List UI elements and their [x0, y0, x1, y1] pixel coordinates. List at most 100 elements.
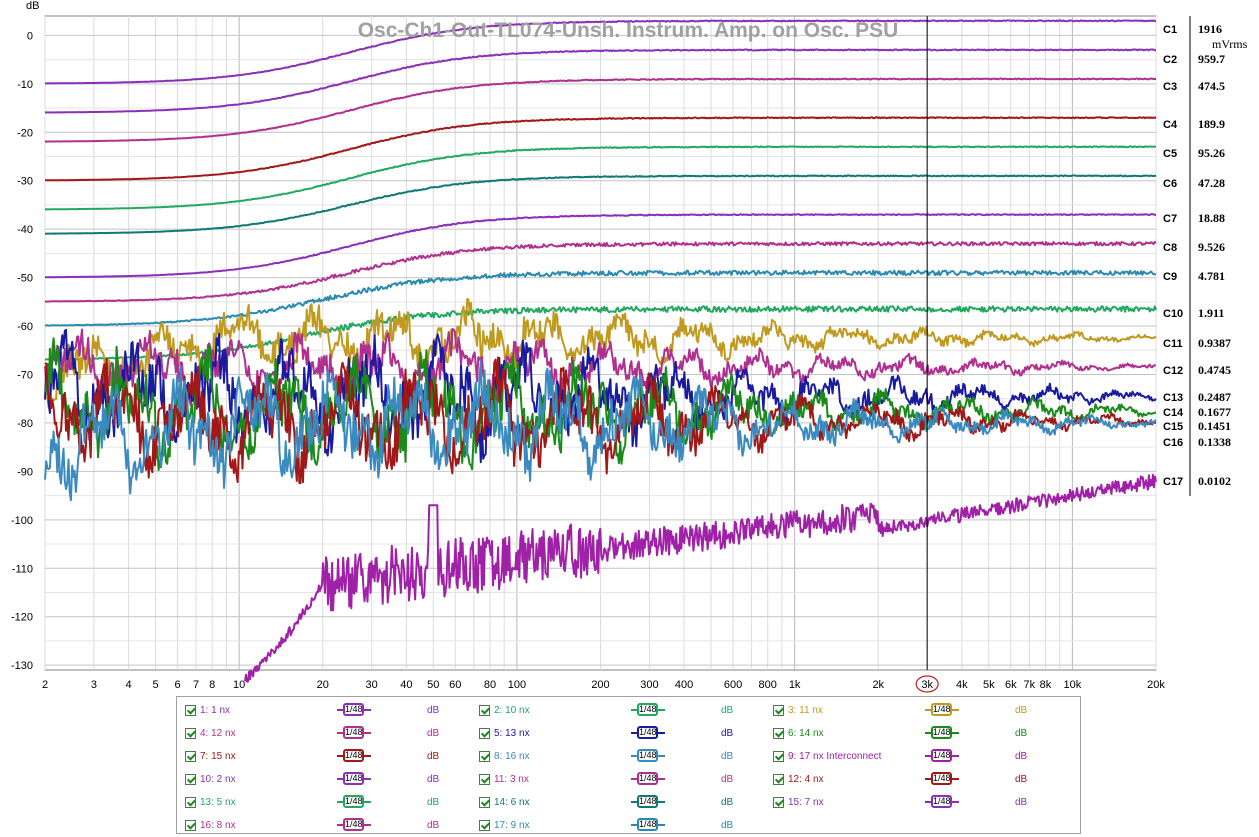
y-tick-label: -10	[17, 79, 33, 91]
legend-checkbox[interactable]	[773, 796, 784, 808]
x-tick-label: 1k	[789, 679, 801, 691]
cursor-marker[interactable]	[915, 675, 939, 693]
y-tick-label: -90	[17, 466, 33, 478]
legend-smoothing-button[interactable]: 1/48	[925, 772, 959, 786]
legend-unit: dB	[721, 705, 734, 716]
x-tick-label: 7k	[1024, 679, 1036, 691]
legend-item[interactable]: 7: 15 nx	[185, 746, 236, 766]
readout-value: 47.28	[1198, 176, 1225, 190]
legend-item[interactable]: 16: 8 nx	[185, 815, 236, 835]
legend-unit: dB	[1015, 774, 1028, 785]
legend-checkbox[interactable]	[773, 704, 784, 716]
x-tick-label: 20k	[1147, 679, 1165, 691]
legend-name: 14: 6 nx	[494, 796, 530, 808]
legend-item[interactable]: 17: 9 nx	[479, 815, 530, 835]
readout-value: 95.26	[1198, 146, 1225, 160]
legend-item[interactable]: 12: 4 nx	[773, 769, 824, 789]
series-end-label: C17	[1163, 476, 1183, 488]
legend-smoothing-button[interactable]: 1/48	[925, 795, 959, 809]
legend-checkbox[interactable]	[479, 750, 490, 762]
legend-smoothing-button[interactable]: 1/48	[337, 726, 371, 740]
legend-checkbox[interactable]	[185, 796, 196, 808]
x-tick-label: 4k	[956, 679, 968, 691]
y-tick-label: -120	[11, 612, 33, 624]
readout-value: 0.9387	[1198, 336, 1231, 350]
y-tick-label: -70	[17, 369, 33, 381]
legend-smoothing-button[interactable]: 1/48	[925, 726, 959, 740]
legend-checkbox[interactable]	[773, 750, 784, 762]
legend-item[interactable]: 5: 13 nx	[479, 723, 530, 743]
legend-name: 10: 2 nx	[200, 773, 236, 785]
x-axis: 2 3 4 5 6 7 8 10 20 30 40 50 60 80 100 200 300 400 600 800 1…	[42, 675, 1165, 693]
legend-checkbox[interactable]	[185, 704, 196, 716]
legend-smoothing-button[interactable]: 1/48	[337, 749, 371, 763]
legend-unit: dB	[427, 797, 440, 808]
curves	[44, 19, 1157, 683]
y-axis: 0 -10 -20 -30 -40 -50 -60 -70 -80 -90 -100 -110 -120…	[11, 30, 33, 672]
legend-smoothing-button[interactable]: 1/48	[337, 772, 371, 786]
legend-smoothing-button[interactable]: 1/48	[631, 726, 665, 740]
legend-smoothing-button[interactable]: 1/48	[925, 749, 959, 763]
readout-value: 18.88	[1198, 211, 1225, 225]
legend-unit: dB	[721, 728, 734, 739]
series-end-label: C2	[1163, 54, 1177, 66]
series-end-label: C11	[1163, 338, 1183, 350]
legend-item[interactable]: 8: 16 nx	[479, 746, 530, 766]
legend-smoothing-button[interactable]: 1/48	[925, 703, 959, 717]
legend-item[interactable]: 10: 2 nx	[185, 769, 236, 789]
legend-checkbox[interactable]	[479, 819, 490, 831]
legend-unit: dB	[1015, 705, 1028, 716]
x-tick-label: 60	[449, 679, 461, 691]
legend-item[interactable]: 1: 1 nx	[185, 700, 230, 720]
legend-checkbox[interactable]	[185, 773, 196, 785]
legend-checkbox[interactable]	[185, 819, 196, 831]
series-line-c12	[44, 328, 1157, 407]
series-end-label: C6	[1163, 178, 1177, 190]
legend-checkbox[interactable]	[479, 727, 490, 739]
legend-unit: dB	[427, 751, 440, 762]
legend-smoothing-button[interactable]: 1/48	[337, 795, 371, 809]
legend-name: 15: 7 nx	[788, 796, 824, 808]
legend-unit: dB	[721, 751, 734, 762]
legend-unit: dB	[721, 774, 734, 785]
legend-smoothing-button[interactable]: 1/48	[631, 772, 665, 786]
legend-item[interactable]: 4: 12 nx	[185, 723, 236, 743]
series-line-c6	[45, 174, 1157, 235]
x-tick-label: 20	[317, 679, 329, 691]
legend-item[interactable]: 6: 14 nx	[773, 723, 824, 743]
legend-unit: dB	[1015, 728, 1028, 739]
legend-smoothing-button[interactable]: 1/48	[631, 749, 665, 763]
legend-smoothing-button[interactable]: 1/48	[337, 703, 371, 717]
x-tick-label: 3k	[921, 679, 933, 691]
x-tick-label: 3	[91, 679, 97, 691]
legend-item[interactable]: 13: 5 nx	[185, 792, 236, 812]
series-end-label: C9	[1163, 271, 1177, 283]
series-end-label: C1	[1163, 24, 1177, 36]
legend-item[interactable]: 3: 11 nx	[773, 700, 823, 720]
series-line-c2	[45, 48, 1156, 114]
legend-item[interactable]: 9: 17 nx Interconnect	[773, 746, 881, 766]
legend-checkbox[interactable]	[185, 727, 196, 739]
legend-checkbox[interactable]	[185, 750, 196, 762]
legend-name: 6: 14 nx	[788, 727, 824, 739]
x-tick-label: 80	[484, 679, 496, 691]
series-end-label: C8	[1163, 242, 1177, 254]
legend-checkbox[interactable]	[479, 773, 490, 785]
legend-smoothing-button[interactable]: 1/48	[631, 703, 665, 717]
x-tick-label: 8k	[1040, 679, 1052, 691]
legend-unit: dB	[1015, 751, 1028, 762]
legend-smoothing-button[interactable]: 1/48	[337, 818, 371, 832]
y-tick-label: -20	[17, 127, 33, 139]
legend-checkbox[interactable]	[773, 727, 784, 739]
legend-smoothing-button[interactable]: 1/48	[631, 818, 665, 832]
legend-checkbox[interactable]	[773, 773, 784, 785]
x-tick-label: 200	[591, 679, 609, 691]
legend-checkbox[interactable]	[479, 796, 490, 808]
legend-smoothing-button[interactable]: 1/48	[631, 795, 665, 809]
y-tick-label: -100	[11, 515, 33, 527]
legend-item[interactable]: 15: 7 nx	[773, 792, 824, 812]
legend-item[interactable]: 14: 6 nx	[479, 792, 530, 812]
legend-item[interactable]: 11: 3 nx	[479, 769, 529, 789]
legend-item[interactable]: 2: 10 nx	[479, 700, 530, 720]
legend-checkbox[interactable]	[479, 704, 490, 716]
